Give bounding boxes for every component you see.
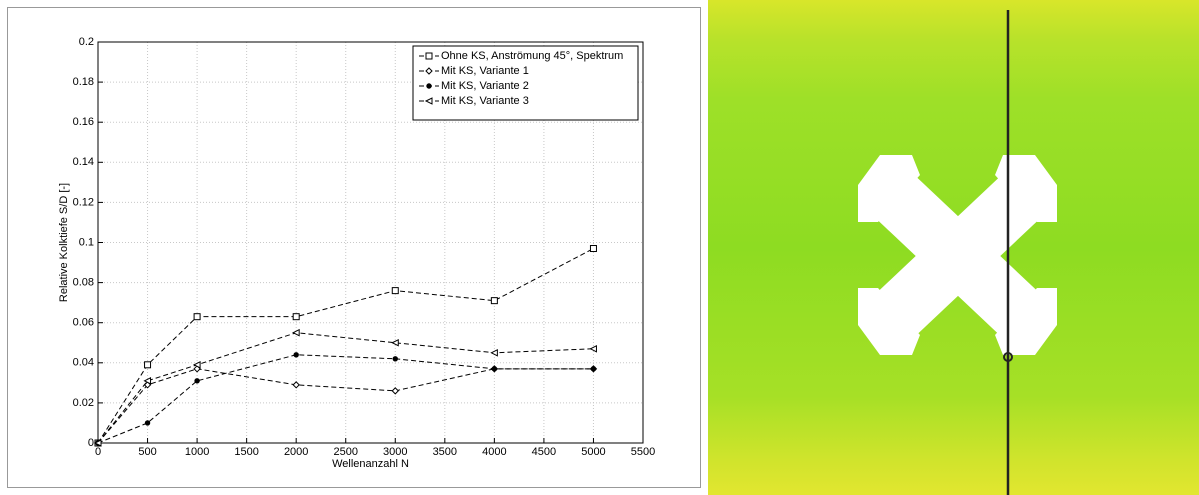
- marker: [590, 366, 597, 372]
- marker: [391, 338, 399, 347]
- x-axis-label: Wellenanzahl N: [332, 458, 409, 470]
- y-tick-label: 0.16: [73, 116, 94, 128]
- structure-shape: [858, 155, 1057, 355]
- marker: [194, 378, 200, 384]
- marker: [391, 387, 399, 395]
- marker: [192, 360, 201, 369]
- y-tick-label: 0.12: [73, 196, 94, 208]
- x-tick-label: 4000: [482, 446, 506, 458]
- photo: [708, 0, 1199, 495]
- x-tick-label: 4500: [532, 446, 556, 458]
- legend-label: Ohne KS, Anströmung 45°, Spektrum: [441, 50, 623, 62]
- axes-box: [97, 41, 644, 444]
- marker: [293, 352, 299, 358]
- marker: [144, 361, 152, 369]
- y-tick-label: 0.18: [73, 76, 94, 88]
- plot-area: 0 500 1000 1500 2000 2500 3000 3500 4000 4500 5000…: [58, 36, 655, 470]
- legend-marker: [425, 67, 433, 75]
- x-tick-label: 0: [95, 446, 101, 458]
- marker: [292, 313, 300, 321]
- marker: [392, 356, 398, 362]
- legend-label: Mit KS, Variante 1: [441, 65, 529, 77]
- x-tick-label: 3500: [433, 446, 457, 458]
- x-tick-label: 3000: [383, 446, 407, 458]
- y-tick-label: 0.04: [73, 357, 94, 369]
- marker: [589, 245, 597, 253]
- legend-marker: [425, 52, 433, 60]
- x-tick-label: 1000: [185, 446, 209, 458]
- marker: [490, 348, 498, 357]
- x-tick-label: 5000: [581, 446, 605, 458]
- marker: [93, 439, 102, 447]
- y-tick-label: 0.08: [73, 277, 94, 289]
- legend-label: Mit KS, Variante 3: [441, 95, 529, 107]
- marker: [144, 420, 151, 426]
- y-axis-label: Relative Kolktiefe S/D [-]: [58, 183, 70, 302]
- legend-box: [412, 45, 639, 121]
- marker: [143, 377, 152, 385]
- x-tick-label: 1500: [234, 446, 258, 458]
- legend-label: Mit KS, Variante 2: [441, 80, 529, 92]
- y-tick-label: 0.06: [73, 317, 94, 329]
- marker: [490, 297, 498, 305]
- x-tick-label: 500: [138, 446, 156, 458]
- y-tick-label: 0.1: [79, 236, 94, 248]
- legend-marker: [424, 97, 433, 105]
- marker: [292, 381, 300, 389]
- marker: [589, 344, 597, 353]
- y-tick-label: 0.2: [79, 36, 94, 48]
- x-tick-label: 5500: [631, 446, 655, 458]
- measurement-point: [1003, 352, 1013, 362]
- marker: [292, 328, 300, 337]
- y-tick-label: 0: [88, 437, 94, 449]
- y-tick-label: 0.02: [73, 397, 94, 409]
- y-tick-label: 0.14: [73, 156, 94, 168]
- x-tick-label: 2000: [284, 446, 308, 458]
- x-tick-label: 2500: [333, 446, 357, 458]
- marker: [491, 366, 498, 372]
- marker: [193, 313, 201, 321]
- legend-marker: [426, 83, 432, 89]
- legend: Ohne KS, Anströmung 45°, Spektrum Mit KS,…: [412, 45, 639, 121]
- marker: [391, 287, 399, 295]
